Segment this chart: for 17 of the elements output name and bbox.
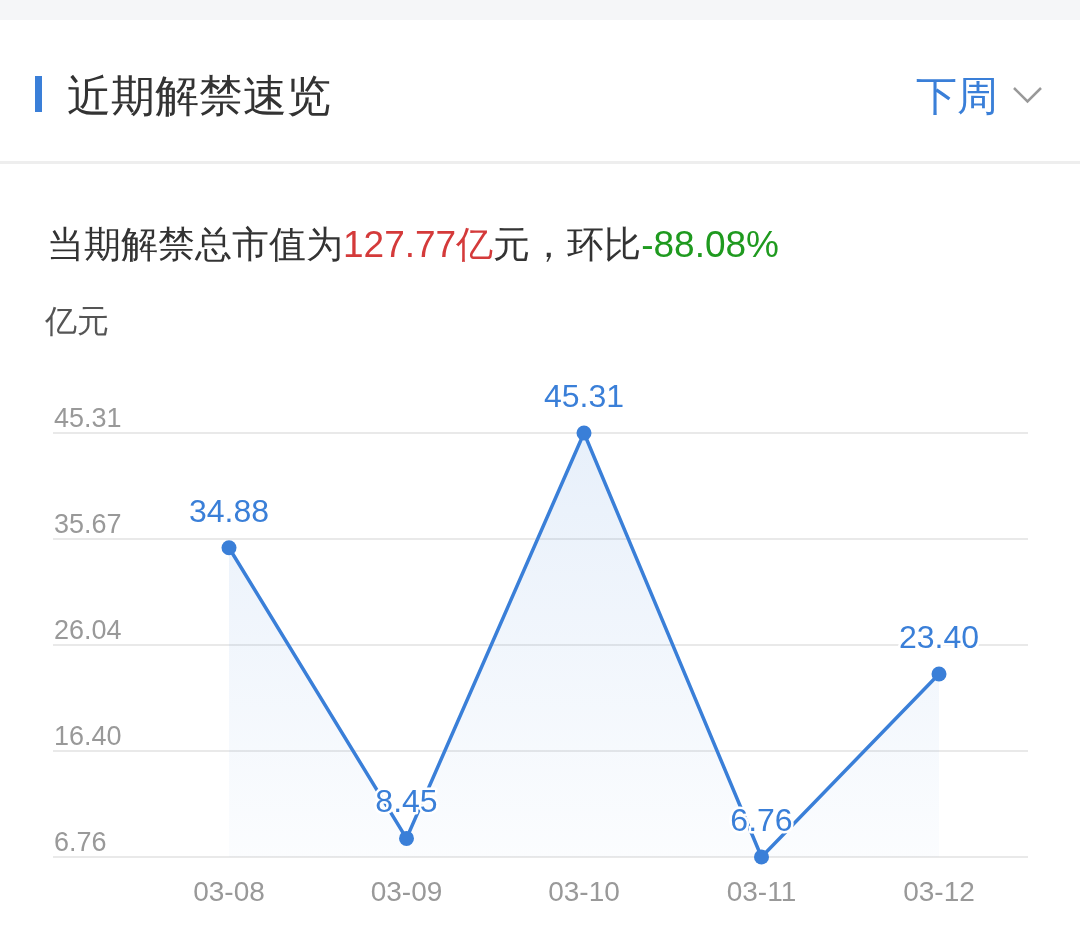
y-axis-title: 亿元 [44, 303, 109, 339]
y-tick-label: 16.40 [54, 720, 122, 751]
x-tick-label: 03-12 [903, 876, 975, 907]
chart-subtitle: 当期解禁总市值为127.77亿元，环比-88.08% [47, 224, 779, 265]
x-tick-label: 03-11 [726, 876, 797, 907]
chart-title: 近期解禁速览 [67, 71, 331, 120]
data-label: 45.31 [543, 378, 625, 414]
x-tick-label: 03-09 [370, 876, 443, 907]
y-tick-label: 6.76 [54, 827, 107, 857]
data-label: 34.88 [188, 492, 270, 529]
data-label: 23.40 [898, 618, 980, 655]
y-tick-label: 26.04 [54, 614, 122, 645]
x-tick-label: 03-10 [548, 876, 620, 907]
y-tick-label: 35.67 [54, 509, 122, 540]
text: 下周 [916, 73, 998, 119]
y-tick-label: 45.31 [54, 403, 122, 433]
x-tick-label: 03-08 [193, 876, 265, 907]
